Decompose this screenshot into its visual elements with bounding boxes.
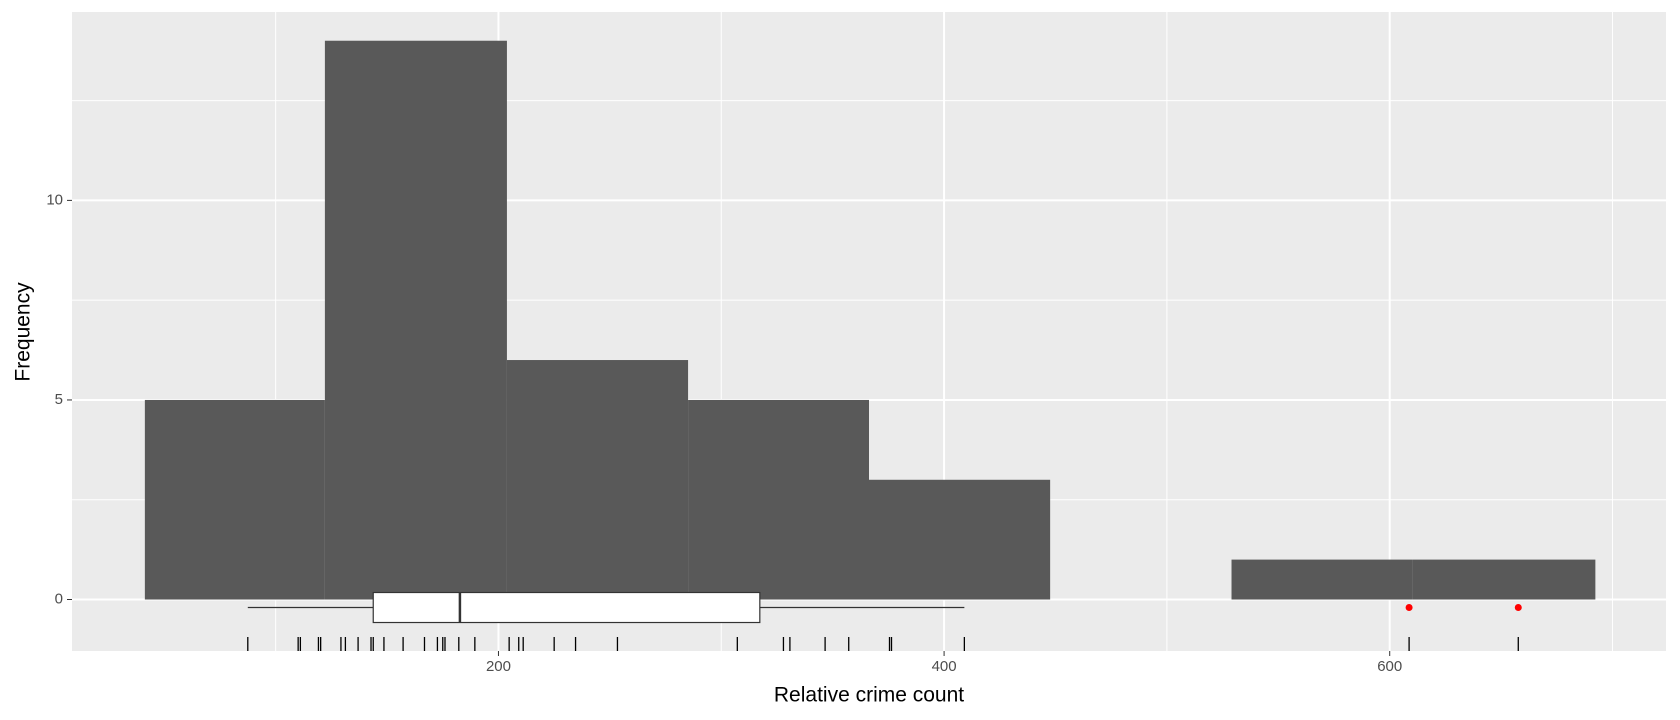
box	[372, 591, 761, 624]
y-tick-label: 5	[55, 391, 63, 408]
bar	[688, 399, 869, 600]
bar	[506, 360, 689, 600]
bar	[324, 40, 507, 600]
x-tick-label: 200	[486, 658, 511, 675]
x-axis-title: Relative crime count	[774, 684, 964, 707]
x-tick-label: 400	[932, 658, 957, 675]
bar	[144, 399, 325, 600]
bar	[1412, 559, 1596, 600]
y-axis-title: Frequency	[12, 282, 35, 382]
outlier	[1514, 604, 1522, 612]
x-tick-label: 600	[1377, 658, 1402, 675]
outlier	[1405, 604, 1413, 612]
y-tick-label: 10	[46, 191, 63, 208]
bar	[869, 479, 1051, 600]
bar	[1231, 559, 1413, 600]
y-tick-label: 0	[55, 590, 63, 607]
